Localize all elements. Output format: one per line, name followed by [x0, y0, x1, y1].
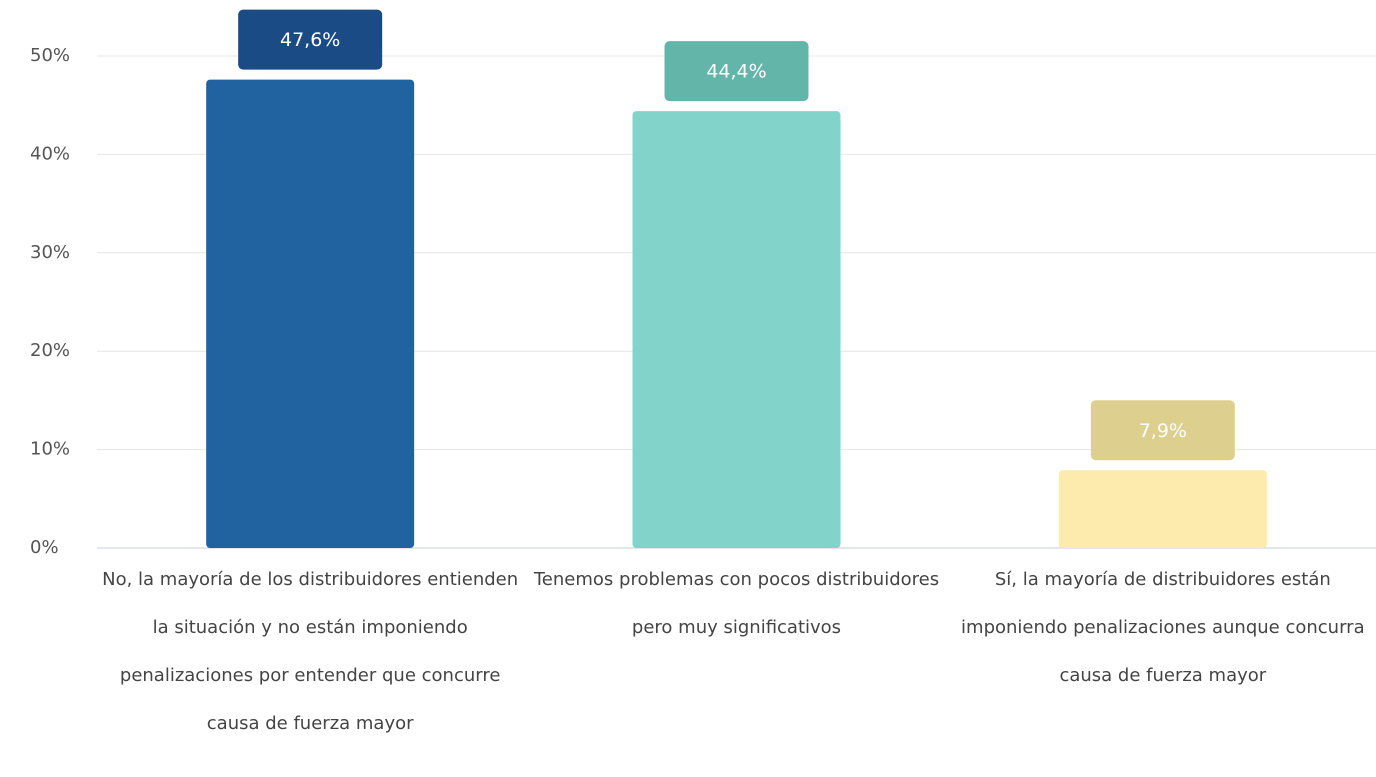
y-tick-label: 10% [30, 439, 70, 460]
x-tick-label: No, la mayoría de los distribuidores ent… [102, 569, 519, 734]
value-label: 47,6% [280, 29, 340, 51]
value-label: 44,4% [706, 61, 766, 83]
bar [632, 111, 841, 548]
value-label-box [238, 9, 383, 70]
bar [1058, 470, 1267, 548]
y-tick-label: 0% [30, 537, 59, 558]
x-tick-label: Sí, la mayoría de distribuidores están i… [961, 569, 1365, 686]
y-tick-label: 30% [30, 242, 70, 263]
y-tick-label: 40% [30, 143, 70, 164]
y-tick-label: 20% [30, 340, 70, 361]
value-label-box [664, 41, 809, 102]
x-tick-label: Tenemos problemas con pocos distribuidor… [533, 569, 940, 638]
value-label-box [1090, 400, 1235, 461]
value-label: 7,9% [1139, 420, 1187, 442]
bar [206, 79, 415, 548]
y-tick-label: 50% [30, 45, 70, 66]
